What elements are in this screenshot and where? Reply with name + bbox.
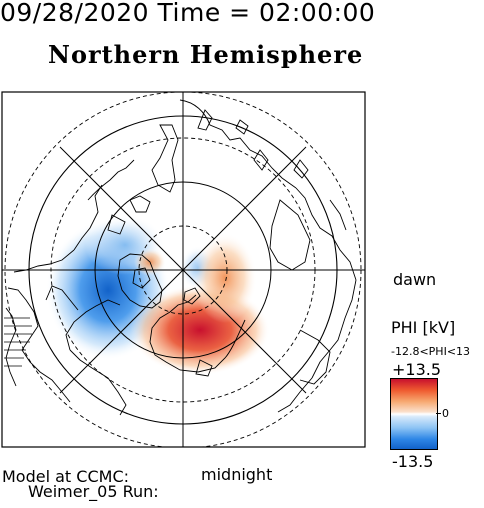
- potential-cell-orange: [193, 233, 257, 323]
- coastline-detail: [4, 317, 32, 367]
- colorbar-title: PHI [kV]: [391, 318, 456, 337]
- midnight-label: midnight: [201, 465, 273, 484]
- colorbar-min-label: -13.5: [392, 452, 434, 471]
- footer-run: Weimer_05 Run:: [28, 482, 159, 501]
- colorbar-zero-label: 0: [442, 407, 449, 420]
- datetime-title: 09/28/2020 Time = 02:00:00: [0, 0, 376, 27]
- footer-model: Model at CCMC:: [2, 467, 129, 486]
- map-frame: [1, 91, 366, 448]
- colorbar: [390, 378, 438, 450]
- polar-potential-map: [1, 91, 366, 448]
- dawn-label: dawn: [393, 270, 437, 289]
- colorbar-range: -12.8<PHI<13: [391, 345, 471, 358]
- hemisphere-title: Northern Hemisphere: [48, 40, 364, 69]
- coastlines: [5, 99, 357, 416]
- meridian-lines: [2, 92, 365, 447]
- colorbar-zero-tick: [436, 413, 441, 414]
- colorbar-max-label: +13.5: [392, 360, 442, 379]
